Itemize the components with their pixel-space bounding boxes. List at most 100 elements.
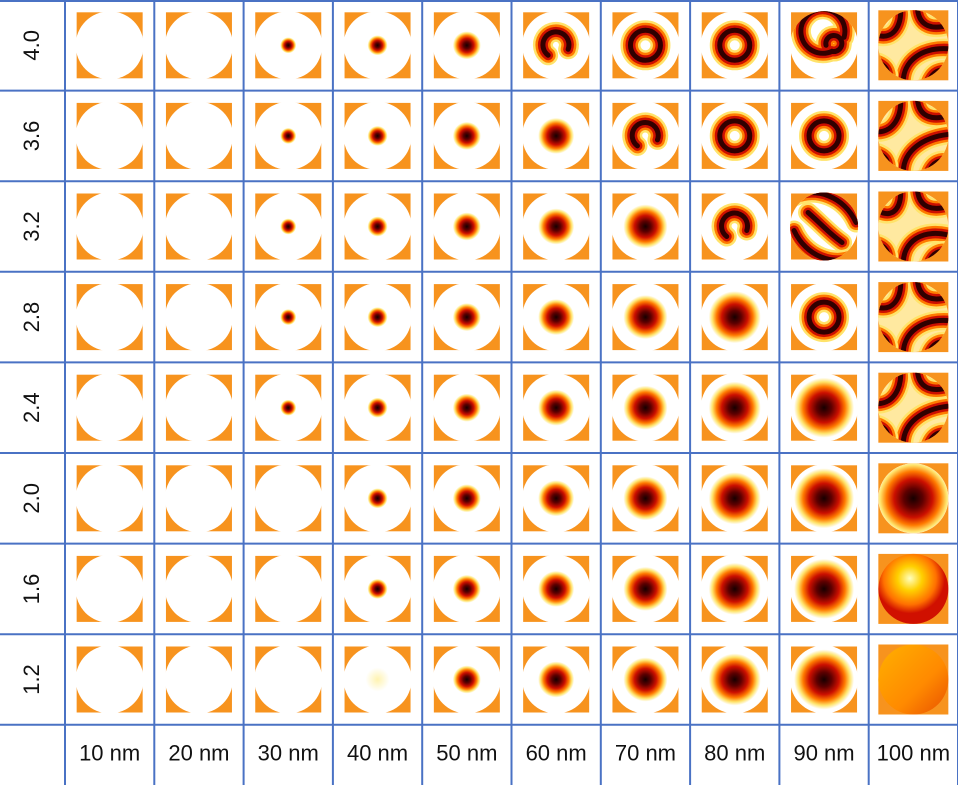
cell-image (522, 101, 591, 170)
core (708, 562, 761, 615)
disk (878, 644, 949, 715)
disk (878, 553, 949, 624)
cell-image (432, 554, 501, 623)
core (367, 397, 388, 418)
core (708, 291, 761, 344)
cell-image (254, 554, 323, 623)
cell-image (254, 11, 323, 80)
pattern (452, 665, 481, 694)
cell-image (254, 373, 323, 442)
stripe (900, 46, 949, 81)
core (280, 218, 297, 235)
pattern (708, 381, 761, 434)
pattern (794, 468, 855, 529)
cell-image (75, 554, 144, 623)
stripe (900, 230, 949, 262)
stripe (719, 210, 750, 239)
row-label: 3.2 (19, 211, 44, 242)
core (794, 649, 855, 710)
disk (75, 11, 144, 80)
cell-image (164, 373, 233, 442)
disk (75, 283, 144, 352)
cell-image (343, 283, 412, 352)
core (623, 566, 668, 611)
cell-image (432, 101, 501, 170)
cell-image (700, 283, 769, 352)
pattern (280, 309, 297, 326)
core (623, 385, 668, 430)
pattern (367, 488, 388, 509)
pattern (790, 11, 855, 64)
core (280, 37, 297, 54)
disk (75, 192, 144, 261)
column-label: 100 nm (877, 741, 950, 766)
disk (75, 554, 144, 623)
disk (254, 554, 323, 623)
cell-image (790, 192, 859, 261)
cell-image (254, 192, 323, 261)
cell-image (878, 372, 949, 443)
cell-image (700, 192, 769, 261)
core (794, 558, 855, 619)
cell-image (790, 554, 859, 623)
core (452, 212, 481, 241)
pattern (452, 484, 481, 513)
cell-image (611, 192, 680, 261)
cell-image (878, 10, 949, 81)
stripe (914, 282, 949, 302)
core (452, 303, 481, 332)
pattern (452, 31, 481, 60)
cell-image (164, 283, 233, 352)
core (280, 399, 297, 416)
core (367, 35, 388, 56)
cell-image (700, 554, 769, 623)
stripe (878, 372, 904, 407)
stripe (914, 10, 949, 30)
cell-image (790, 101, 859, 170)
core (708, 653, 761, 706)
pattern (538, 389, 575, 426)
stripe (900, 403, 949, 443)
core (623, 204, 668, 249)
cell-image (432, 192, 501, 261)
pattern (538, 570, 575, 607)
cells (75, 10, 949, 715)
cell-image (878, 282, 949, 353)
stripe (914, 191, 949, 211)
cell-image (611, 11, 680, 80)
stripe (717, 27, 753, 63)
pattern (538, 480, 575, 517)
pattern (367, 35, 388, 56)
core (878, 463, 949, 534)
disk (254, 645, 323, 714)
stripe (878, 100, 904, 135)
cell-image (254, 283, 323, 352)
pattern (452, 393, 481, 422)
column-label: 70 nm (615, 741, 676, 766)
cell-image (522, 192, 591, 261)
cell-image (164, 11, 233, 80)
cell-image (700, 645, 769, 714)
cell-image (611, 554, 680, 623)
disk (700, 192, 769, 261)
pattern (280, 127, 297, 144)
core (367, 578, 388, 599)
column-label: 60 nm (526, 741, 587, 766)
cell-image (75, 101, 144, 170)
row-label: 2.0 (19, 483, 44, 514)
pattern (623, 566, 668, 611)
pattern (799, 110, 850, 161)
pattern (538, 117, 575, 154)
pattern (538, 661, 575, 698)
cell-image (343, 645, 412, 714)
core (538, 299, 575, 336)
core (280, 309, 297, 326)
pattern (538, 208, 575, 245)
cell-image (164, 554, 233, 623)
cell-image (343, 11, 412, 80)
cell-image (254, 101, 323, 170)
cell-image (790, 464, 859, 533)
core (452, 665, 481, 694)
pattern (623, 657, 668, 702)
